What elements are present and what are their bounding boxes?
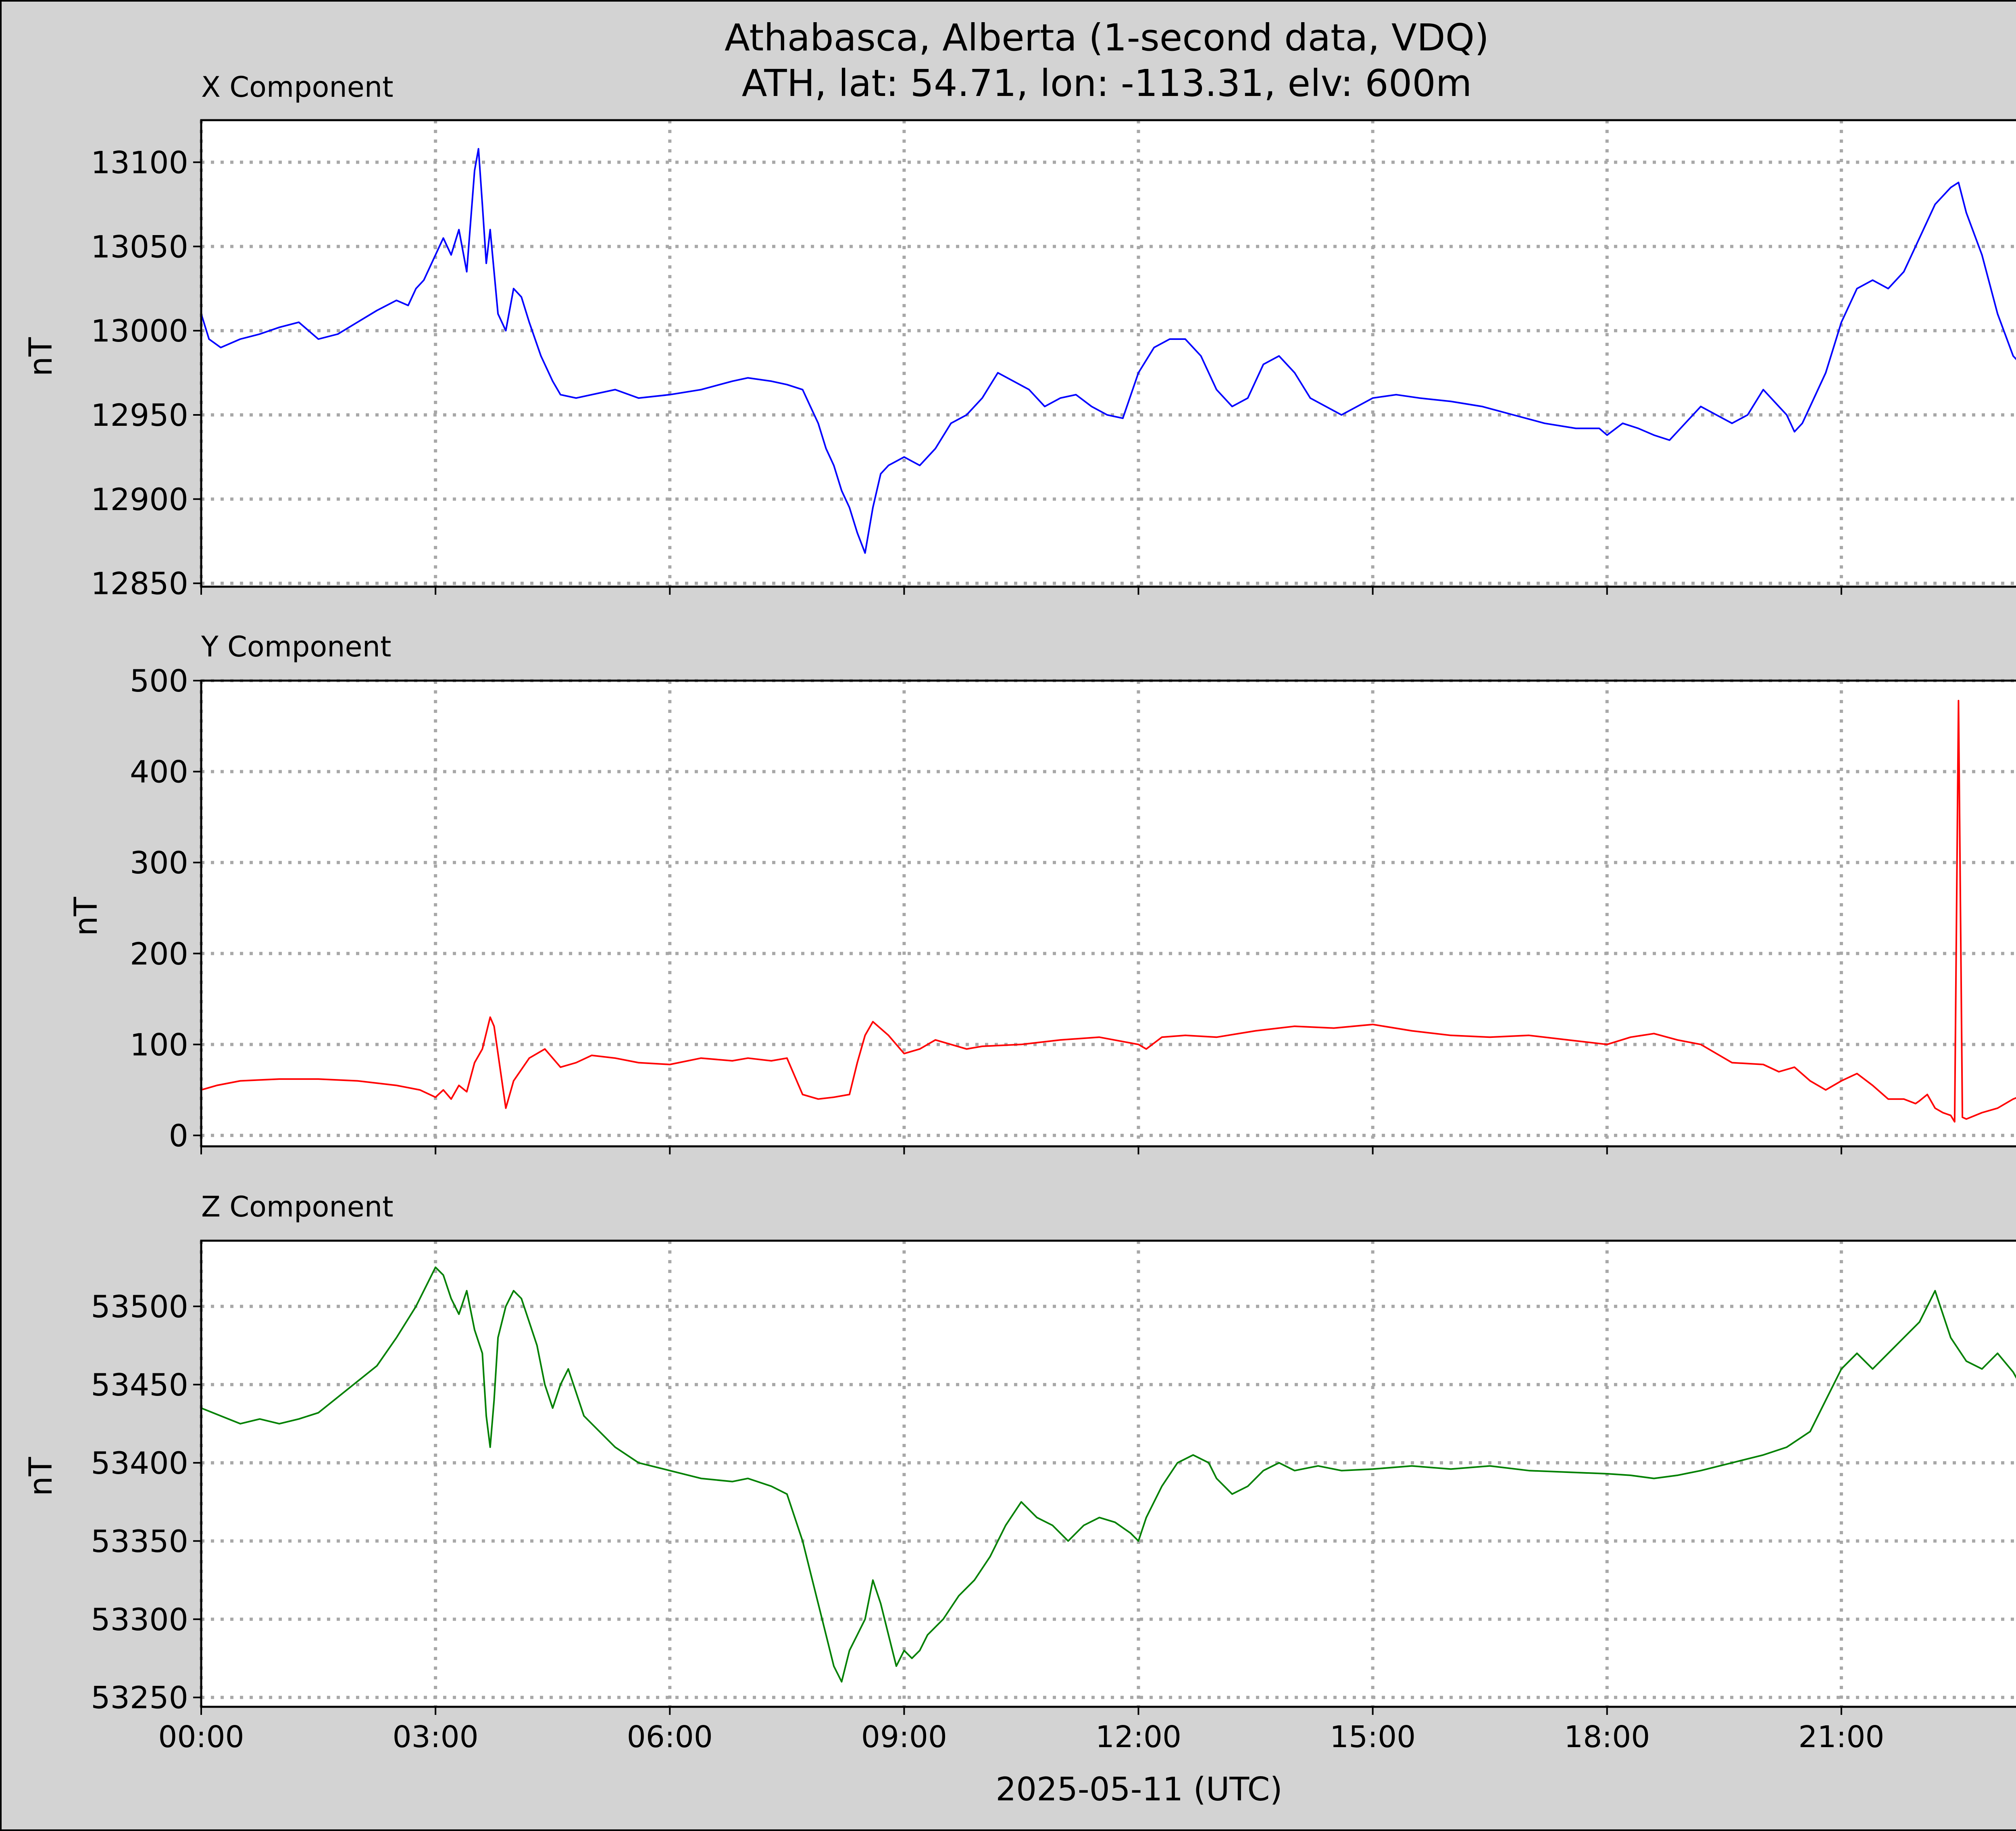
- panel-z: Z Component nT: [23, 1190, 394, 1496]
- panel-x-ylabel: nT: [23, 337, 59, 376]
- panel-x-ytick-label: 13050: [91, 229, 188, 265]
- panel-x-ytick-label: 13100: [91, 144, 188, 180]
- panel-z-frame: [200, 1239, 2016, 1708]
- x-tick-label: 21:00: [1798, 1720, 1884, 1754]
- panel-z-ylabel: nT: [23, 1457, 59, 1496]
- panel-x-ytick-label: 12950: [91, 397, 188, 433]
- chart-title: Athabasca, Alberta (1-second data, VDQ): [725, 16, 1489, 59]
- panel-y-label: Y Component: [201, 630, 391, 663]
- panel-x-ytick-label: 13000: [91, 313, 188, 349]
- panel-y-ytick-label: 200: [130, 936, 188, 972]
- panel-y-ylabel: nT: [68, 897, 104, 936]
- x-tick-label: 06:00: [627, 1720, 713, 1754]
- chart-subtitle: ATH, lat: 54.71, lon: -113.31, elv: 600m: [742, 62, 1472, 105]
- panel-x-ytick-label: 12850: [91, 566, 188, 602]
- panel-z-ytick-label: 53300: [91, 1602, 188, 1637]
- panel-y-series-line: [201, 700, 2016, 1123]
- x-axis-label: 2025-05-11 (UTC): [996, 1771, 1282, 1808]
- panel-y-ytick-label: 300: [130, 845, 188, 881]
- panel-y-ytick-label: 500: [130, 663, 188, 699]
- panel-z-plot: 53250 53300 53350 53400 53450 53500: [91, 1239, 2016, 1716]
- panel-z-ytick-label: 53250: [91, 1680, 188, 1716]
- x-tick-label: 15:00: [1330, 1720, 1416, 1754]
- panel-x-series-line: [200, 148, 2016, 554]
- x-tick-label: 00:00: [158, 1720, 244, 1754]
- x-tick-label: 09:00: [861, 1720, 947, 1754]
- panel-y-ytick-label: 400: [130, 754, 188, 790]
- panel-y-frame: [200, 679, 2016, 1148]
- panel-y: Y Component nT: [68, 630, 391, 936]
- panel-x-ytick-label: 12900: [91, 481, 188, 517]
- panel-x-frame: [200, 119, 2016, 588]
- panel-y-plot: 0 100 200 300 400 500: [130, 663, 2016, 1154]
- panel-z-background: [201, 1241, 2016, 1707]
- panel-y-ytick-label: 100: [130, 1027, 188, 1062]
- panel-x-background: [201, 120, 2016, 587]
- panel-y-background: [201, 681, 2016, 1146]
- x-tick-label: 12:00: [1095, 1720, 1181, 1754]
- panel-z-label: Z Component: [201, 1190, 394, 1223]
- panel-x-plot: 12850 12900 12950 13000 13050 13100: [91, 119, 2016, 602]
- x-tick-labels: 00:00 03:00 06:00 09:00 12:00 15:00 18:00 21:00: [158, 1720, 1884, 1754]
- panel-z-ytick-label: 53500: [91, 1289, 188, 1325]
- panel-x: X Component nT: [23, 71, 394, 377]
- x-tick-label: 18:00: [1564, 1720, 1650, 1754]
- panel-z-ytick-label: 53350: [91, 1523, 188, 1559]
- panel-z-ytick-label: 53400: [91, 1445, 188, 1481]
- panel-z-ytick-label: 53450: [91, 1367, 188, 1403]
- panel-x-label: X Component: [201, 71, 394, 104]
- panel-y-ytick-label: 0: [169, 1118, 188, 1154]
- panel-z-series-line: [201, 1266, 2016, 1683]
- x-tick-label: 03:00: [392, 1720, 478, 1754]
